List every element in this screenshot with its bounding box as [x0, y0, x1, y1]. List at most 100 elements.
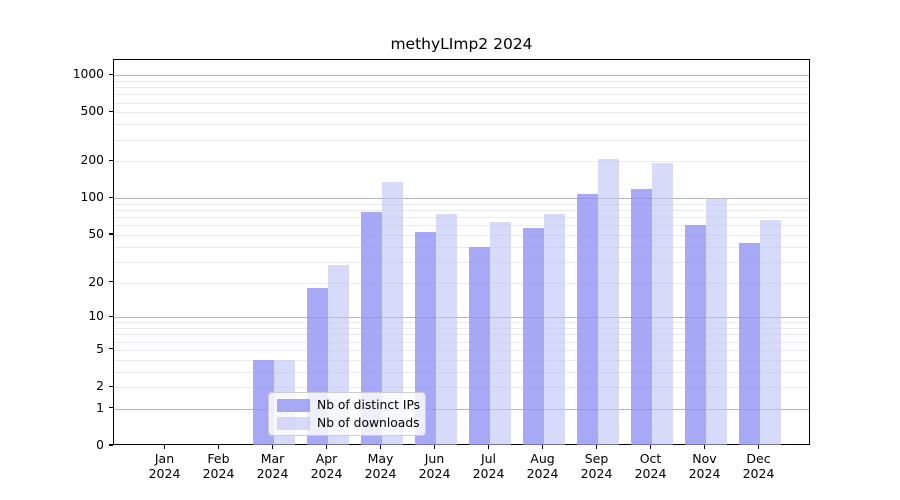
gridline-minor [114, 341, 809, 343]
x-tick-mark [487, 445, 490, 449]
x-tick-month: Jun [424, 451, 445, 466]
x-tick-label: Sep 2024 [567, 451, 627, 481]
y-tick-mark [109, 281, 113, 283]
x-tick-mark [217, 445, 220, 449]
gridline-minor [114, 359, 809, 361]
x-tick-year: 2024 [418, 466, 451, 481]
legend-swatch-distinct-ips [277, 398, 310, 412]
gridline-minor [114, 80, 809, 82]
x-tick-month: Feb [207, 451, 230, 466]
gridline-minor [114, 124, 809, 126]
gridline-minor [114, 261, 809, 263]
y-tick-label: 2 [96, 379, 104, 394]
y-tick-mark [109, 110, 113, 112]
bar-distinct-ips-sep [576, 194, 598, 445]
gridline-minor [114, 282, 809, 284]
x-tick-month: May [367, 451, 394, 466]
gridline-minor [114, 322, 809, 324]
bar-distinct-ips-aug [522, 228, 544, 445]
x-tick-label: Jul 2024 [459, 451, 519, 481]
y-tick-label: 20 [88, 274, 104, 289]
gridline-minor [114, 246, 809, 248]
x-tick-month: Apr [315, 451, 338, 466]
gridline-minor [114, 387, 809, 389]
x-tick-mark [703, 445, 706, 449]
gridline-major [114, 75, 809, 77]
x-tick-label: Apr 2024 [297, 451, 357, 481]
gridline-minor [114, 94, 809, 96]
x-tick-label: Dec 2024 [729, 451, 789, 481]
gridline-minor [114, 334, 809, 336]
gridline-minor [114, 349, 809, 351]
legend-label-distinct-ips: Nb of distinct IPs [317, 398, 421, 412]
x-tick-year: 2024 [634, 466, 667, 481]
x-tick-year: 2024 [148, 466, 181, 481]
gridline-minor [114, 161, 809, 163]
y-tick-mark [109, 407, 113, 409]
x-tick-year: 2024 [256, 466, 289, 481]
y-tick-mark [109, 233, 113, 235]
bar-downloads-oct [651, 163, 673, 445]
y-tick-mark [109, 73, 113, 75]
x-tick-year: 2024 [580, 466, 613, 481]
legend-label-downloads: Nb of downloads [317, 416, 420, 430]
bar-downloads-jul [489, 222, 511, 445]
bar-distinct-ips-jun [414, 232, 436, 445]
x-tick-month: Jul [480, 451, 497, 466]
bar-downloads-dec [759, 219, 781, 445]
x-tick-month: Sep [584, 451, 609, 466]
gridline-minor [114, 204, 809, 205]
gridline-minor [114, 328, 809, 330]
x-tick-year: 2024 [742, 466, 775, 481]
bar-downloads-sep [597, 158, 619, 445]
legend-item-downloads: Nb of downloads [277, 416, 420, 430]
gridline-minor [114, 217, 809, 219]
y-tick-label: 1000 [72, 67, 104, 82]
bar-downloads-aug [543, 213, 565, 445]
x-tick-mark [271, 445, 274, 449]
legend-item-distinct-ips: Nb of distinct IPs [277, 398, 420, 412]
y-tick-mark [109, 348, 113, 350]
gridline-minor [114, 225, 809, 227]
x-tick-label: Jan 2024 [135, 451, 195, 481]
y-tick-mark [109, 315, 113, 317]
x-tick-month: Aug [530, 451, 555, 466]
y-tick-label: 100 [80, 190, 104, 205]
x-tick-mark [433, 445, 436, 449]
bar-distinct-ips-oct [630, 189, 652, 445]
gridline-major [114, 317, 809, 319]
y-tick-mark [109, 196, 113, 198]
y-tick-label: 200 [80, 153, 104, 168]
gridline-minor [114, 112, 809, 114]
x-tick-label: Nov 2024 [675, 451, 735, 481]
gridline-minor [114, 87, 809, 89]
gridline-major [114, 408, 809, 410]
x-tick-label: Mar 2024 [243, 451, 303, 481]
y-tick-label: 500 [80, 104, 104, 119]
x-tick-year: 2024 [688, 466, 721, 481]
x-tick-month: Mar [260, 451, 285, 466]
x-tick-mark [325, 445, 328, 449]
legend-swatch-downloads [277, 416, 310, 430]
x-tick-year: 2024 [364, 466, 397, 481]
y-tick-label: 0 [96, 438, 104, 452]
x-tick-label: Jun 2024 [405, 451, 465, 481]
gridline-major [114, 198, 809, 200]
gridline-minor [114, 371, 809, 373]
x-tick-month: Oct [639, 451, 662, 466]
x-tick-mark [595, 445, 598, 449]
gridline-minor [114, 235, 809, 236]
x-tick-month: Dec [746, 451, 771, 466]
x-tick-label: Feb 2024 [189, 451, 249, 481]
bar-downloads-may [381, 182, 403, 445]
gridline-minor [114, 139, 809, 141]
y-tick-mark [109, 444, 113, 446]
bar-downloads-nov [705, 198, 727, 445]
x-tick-mark [649, 445, 652, 449]
x-tick-year: 2024 [202, 466, 235, 481]
x-tick-mark [379, 445, 382, 449]
x-tick-mark [541, 445, 544, 449]
x-tick-year: 2024 [472, 466, 505, 481]
x-tick-year: 2024 [310, 466, 343, 481]
